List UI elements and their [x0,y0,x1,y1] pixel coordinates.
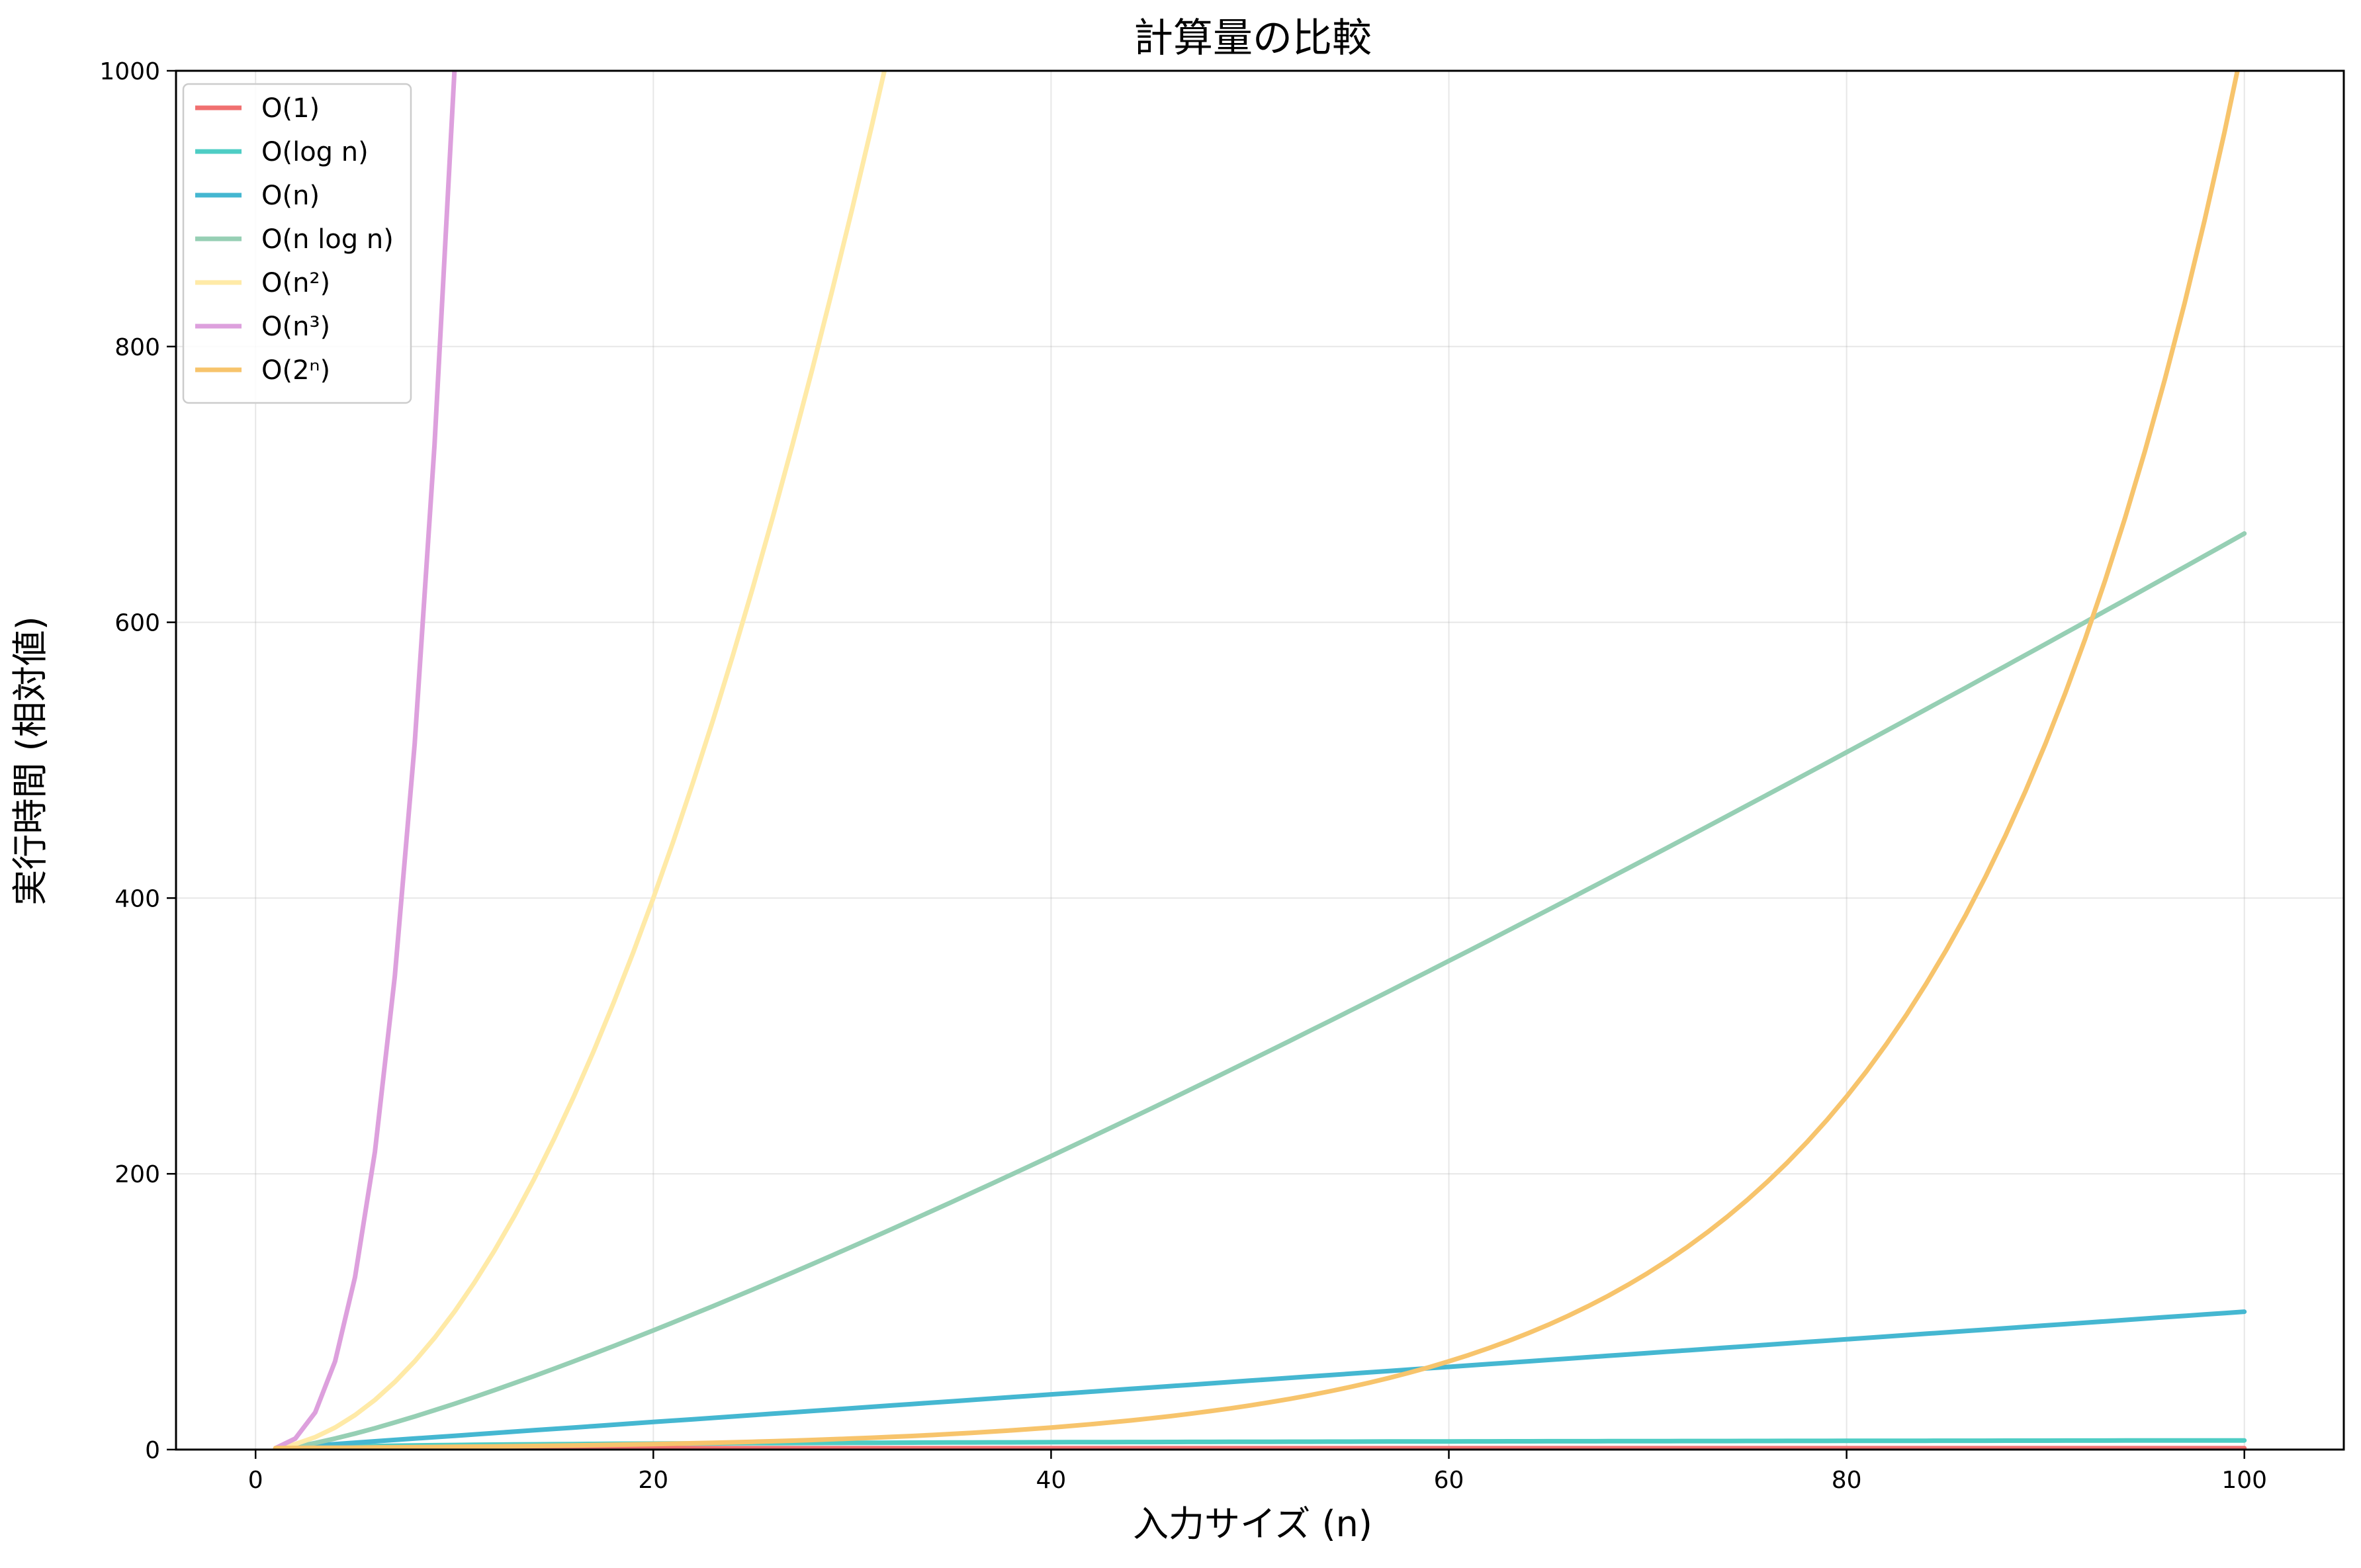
x-tick-label: 60 [1434,1467,1464,1494]
legend-label: O(n³) [261,312,330,342]
legend-box [182,83,412,404]
legend-label: O(n²) [261,268,330,298]
y-tick-label: 0 [145,1437,160,1464]
x-tick-label: 40 [1036,1467,1067,1494]
series-layer [273,71,2247,1450]
x-tick-label: 0 [248,1467,263,1494]
legend-label: O(1) [261,93,320,124]
plot-frame [175,69,2345,1451]
y-tick-label: 600 [114,610,160,637]
series-line-4 [273,71,887,1450]
x-tick-label: 80 [1832,1467,1862,1494]
chart-title: 計算量の比較 [1134,15,1372,62]
x-axis-label: 入力サイズ (n) [1133,1503,1372,1545]
y-tick-label: 800 [114,334,160,361]
y-axis: 0 200 400 600 800 1000 [99,58,176,1464]
x-axis: 0 20 40 60 80 100 [248,1450,2267,1494]
series-line-6 [273,71,2240,1450]
x-tick-label: 20 [638,1467,668,1494]
series-line-3 [273,531,2247,1450]
y-tick-label: 400 [114,885,160,912]
y-tick-label: 1000 [99,58,160,85]
legend-label: O(n) [261,181,320,211]
x-tick-label: 100 [2221,1467,2267,1494]
legend-label: O(n log n) [261,224,394,255]
y-axis-label: 実行時間 (相対値) [9,616,51,905]
y-tick-label: 200 [114,1161,160,1188]
series-line-5 [273,71,457,1450]
legend-label: O(log n) [261,137,369,167]
series-line-2 [273,1309,2247,1450]
legend: O(1) O(log n) O(n) O(n log n) O(n²) O(n³) O(2ⁿ… [182,83,412,404]
legend-label: O(2ⁿ) [261,355,330,386]
